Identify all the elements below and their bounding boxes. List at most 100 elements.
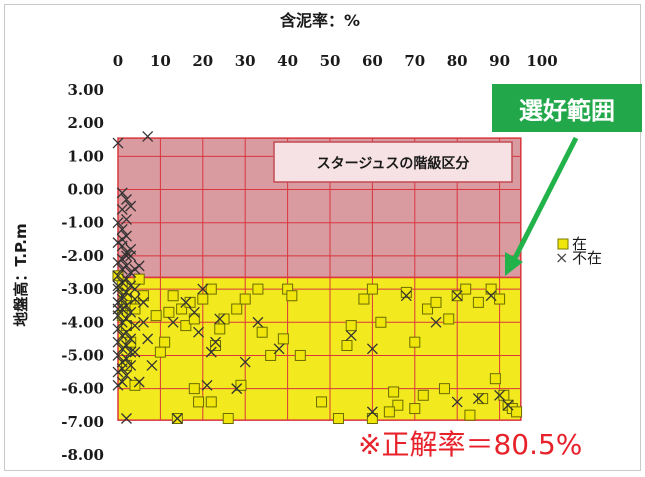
y-tick-labels: 3.00 2.00 1.00 0.00 -1.00 -2.00 -3.00 -4.00 -5.0… — [61, 81, 104, 464]
point-absent — [125, 200, 137, 212]
point-present — [150, 310, 162, 322]
point-present — [400, 286, 412, 298]
point-absent — [252, 316, 264, 328]
point-present — [316, 396, 328, 408]
x-tick-label: 90 — [489, 52, 510, 70]
point-absent — [125, 243, 137, 255]
point-present — [231, 303, 243, 315]
point-present — [214, 323, 226, 335]
x-axis-title: 含泥率：% — [280, 11, 360, 30]
point-absent — [400, 290, 412, 302]
point-absent — [142, 130, 154, 142]
point-absent — [116, 223, 128, 235]
point-present — [430, 296, 442, 308]
preferred-range-callout: 選好範囲 — [492, 84, 642, 132]
point-absent — [125, 359, 137, 371]
legend-square-icon — [557, 238, 569, 250]
x-tick-label: 60 — [362, 52, 383, 70]
point-absent — [133, 376, 145, 388]
point-present — [239, 293, 251, 305]
legend-present-label: 在 — [572, 235, 587, 253]
y-tick-label: -5.00 — [61, 346, 104, 364]
data-points — [112, 130, 523, 424]
y-tick-label: -6.00 — [61, 380, 104, 398]
point-present — [277, 333, 289, 345]
point-absent — [273, 343, 285, 355]
point-absent — [142, 333, 154, 345]
point-absent — [129, 320, 141, 332]
point-absent — [205, 346, 217, 358]
point-present — [180, 320, 192, 332]
y-tick-label: -1.00 — [61, 214, 104, 232]
point-present — [188, 313, 200, 325]
point-present — [489, 373, 501, 385]
legend-absent-label: 不在 — [572, 249, 602, 267]
point-present — [222, 413, 234, 424]
point-absent — [129, 283, 141, 295]
x-tick-label: 0 — [113, 52, 123, 70]
region-label-box: スタージュスの階級区分 — [273, 141, 513, 183]
point-present — [392, 399, 404, 411]
point-absent — [116, 330, 128, 342]
point-absent — [502, 399, 514, 411]
y-axis-title: 地盤高：T.P.m — [12, 223, 30, 326]
point-absent — [112, 336, 124, 348]
point-absent — [197, 283, 209, 295]
point-absent — [171, 413, 183, 424]
y-tick-label: 3.00 — [67, 81, 104, 99]
point-absent — [112, 280, 124, 292]
point-present — [188, 383, 200, 395]
point-absent — [188, 306, 200, 318]
point-present — [464, 409, 476, 421]
point-present — [235, 379, 247, 391]
point-absent — [180, 296, 192, 308]
point-absent — [210, 336, 221, 348]
point-present — [375, 316, 387, 328]
point-present — [438, 383, 450, 395]
point-absent — [121, 369, 132, 381]
point-present — [358, 293, 370, 305]
point-absent — [345, 330, 357, 342]
point-absent — [112, 323, 124, 335]
point-present — [163, 306, 175, 318]
x-tick-label: 70 — [404, 52, 425, 70]
point-present — [294, 349, 306, 361]
point-present — [256, 326, 268, 338]
point-present — [159, 336, 171, 348]
point-absent — [472, 393, 484, 405]
point-absent — [430, 316, 442, 328]
point-present — [409, 336, 421, 348]
y-tick-label: -7.00 — [61, 413, 104, 431]
point-absent — [116, 233, 128, 245]
callout-arrow — [505, 136, 579, 276]
accuracy-rate-text: ※正解率＝80.5% — [358, 428, 583, 461]
point-absent — [485, 290, 497, 302]
point-present — [345, 320, 357, 332]
point-absent — [137, 296, 149, 308]
point-present — [210, 340, 222, 351]
point-present — [409, 403, 421, 415]
y-tick-label: -4.00 — [61, 313, 104, 331]
point-present — [265, 349, 277, 361]
x-tick-label: 100 — [526, 52, 557, 70]
point-present — [133, 273, 145, 285]
point-absent — [125, 306, 137, 318]
point-present — [205, 283, 217, 295]
point-absent — [121, 213, 132, 225]
point-present — [485, 283, 497, 295]
point-present — [332, 413, 344, 424]
point-absent — [112, 303, 124, 315]
point-present — [388, 386, 400, 398]
point-absent — [125, 333, 137, 345]
point-absent — [116, 263, 128, 275]
x-tick-label: 10 — [150, 52, 171, 70]
point-present — [366, 283, 378, 295]
point-absent — [125, 346, 137, 358]
point-present — [472, 296, 484, 308]
y-tick-label: -8.00 — [61, 446, 104, 464]
point-absent — [129, 263, 141, 275]
point-absent — [366, 406, 378, 418]
x-tick-label: 20 — [192, 52, 213, 70]
point-absent — [116, 290, 128, 302]
